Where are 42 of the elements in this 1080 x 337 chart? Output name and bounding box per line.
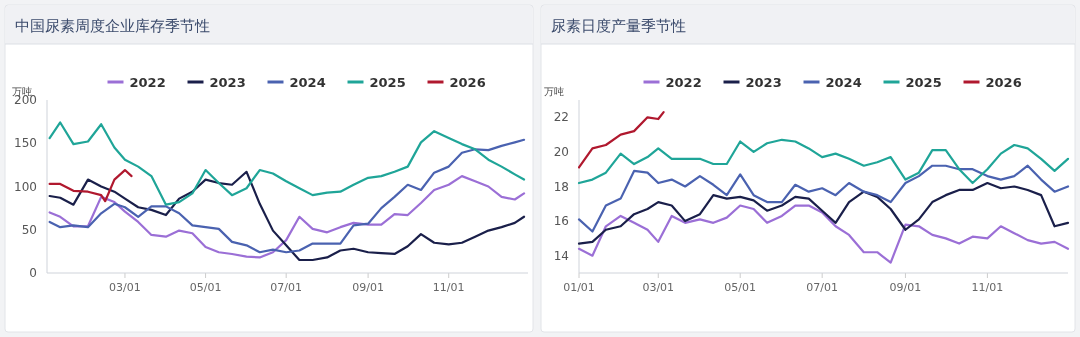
y-tick-label: 18 — [553, 179, 569, 194]
x-tick-label: 03/01 — [109, 281, 141, 294]
line-series — [577, 111, 665, 169]
line-series — [48, 121, 526, 206]
legend-label: 2026 — [449, 75, 486, 90]
legend-label: 2023 — [209, 75, 246, 90]
x-tick-label: 09/01 — [352, 281, 384, 294]
x-tick-label: 07/01 — [270, 281, 303, 294]
chart-title: 中国尿素周度企业库存季节性 — [15, 17, 210, 35]
line-series — [577, 164, 1070, 233]
x-tick-label: 05/01 — [724, 281, 757, 294]
y-tick-label: 16 — [553, 214, 569, 229]
y-tick-label: 20 — [553, 144, 569, 159]
legend-label: 2022 — [665, 75, 702, 90]
legend-label: 2024 — [825, 75, 862, 90]
y-tick-label: 14 — [553, 248, 569, 263]
y-tick-label: 22 — [553, 110, 569, 125]
y-axis-title: 万吨 — [12, 86, 32, 97]
line-series — [48, 138, 526, 254]
legend-label: 2025 — [905, 75, 942, 90]
line-series — [577, 181, 1070, 245]
x-tick-label: 07/01 — [806, 281, 839, 294]
y-tick-label: 150 — [14, 136, 37, 151]
chart-title: 尿素日度产量季节性 — [551, 17, 686, 35]
line-series — [577, 138, 1070, 185]
y-tick-label: 0 — [29, 266, 37, 280]
x-tick-label: 09/01 — [889, 281, 922, 294]
y-tick-label: 100 — [14, 179, 37, 194]
legend-label: 2022 — [129, 75, 166, 90]
x-tick-label: 11/01 — [432, 281, 465, 294]
legend-label: 2026 — [985, 75, 1022, 90]
legend-label: 2024 — [289, 75, 326, 90]
x-tick-label: 03/01 — [642, 281, 675, 294]
x-tick-label: 05/01 — [189, 281, 222, 294]
line-series — [577, 204, 1070, 264]
y-tick-label: 50 — [21, 222, 37, 237]
legend-label: 2023 — [745, 75, 782, 90]
x-tick-label: 01/01 — [563, 281, 595, 294]
line-series — [48, 168, 133, 203]
legend-label: 2025 — [369, 75, 406, 90]
x-tick-label: 11/01 — [971, 281, 1004, 294]
y-axis-title: 万吨 — [544, 86, 564, 97]
